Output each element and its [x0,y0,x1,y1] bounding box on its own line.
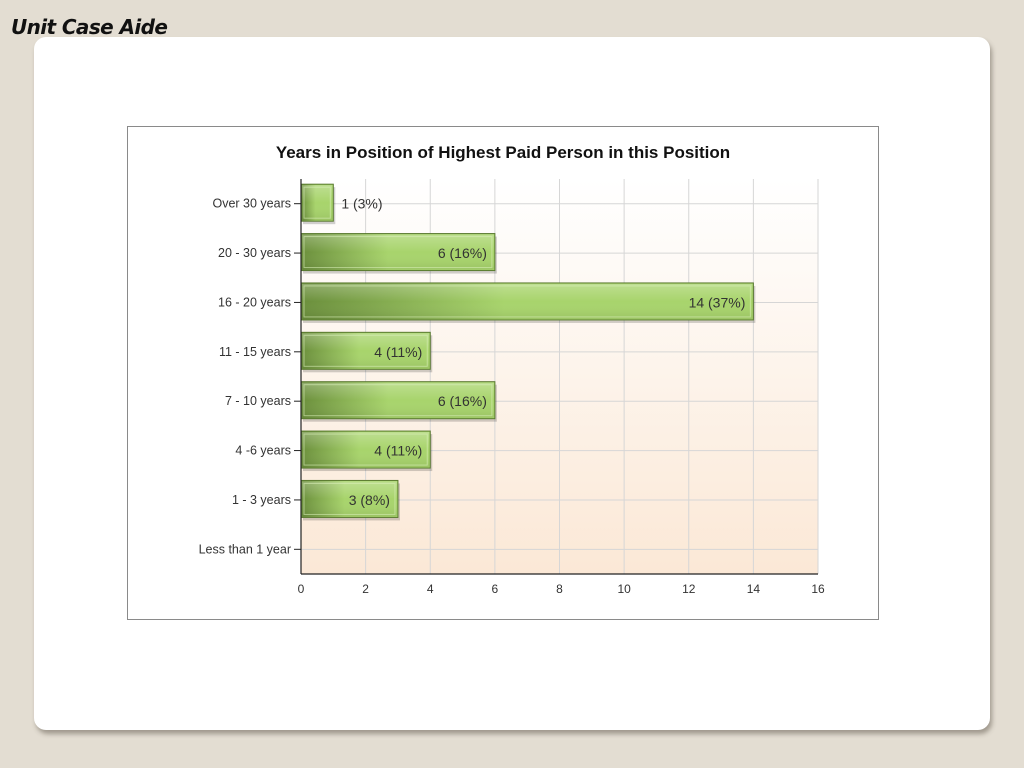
bar-highlight [303,285,751,318]
category-label: 11 - 15 years [219,345,291,359]
bar-highlight [303,433,428,466]
data-label: 4 (11%) [374,344,422,360]
category-label: 20 - 30 years [218,246,291,260]
bar-sheen [302,432,430,468]
bar-highlight [303,482,396,515]
data-label: 6 (16%) [438,245,487,261]
data-label: 4 (11%) [374,443,422,459]
chart-frame: Years in Position of Highest Paid Person… [127,126,879,620]
data-label: 6 (16%) [438,393,487,409]
category-label: 4 -6 years [235,444,291,458]
x-tick-label: 4 [427,582,434,596]
data-label: 3 (8%) [349,492,390,508]
x-tick-label: 10 [617,582,631,596]
bar-sheen [302,283,753,319]
slide-title: Unit Case Aide [11,15,168,39]
x-tick-label: 6 [492,582,499,596]
category-label: Less than 1 year [199,542,291,556]
bar-highlight [303,186,331,219]
x-tick-label: 14 [747,582,761,596]
chart-title: Years in Position of Highest Paid Person… [276,143,730,162]
bar-highlight [303,236,493,269]
bar-sheen [302,333,430,369]
category-label: 16 - 20 years [218,295,291,309]
category-label: 7 - 10 years [225,394,291,408]
category-label: 1 - 3 years [232,493,291,507]
category-label: Over 30 years [212,197,291,211]
x-tick-label: 2 [362,582,369,596]
bar-highlight [303,334,428,367]
bar-sheen [302,234,494,270]
x-tick-label: 8 [556,582,563,596]
x-tick-label: 0 [298,582,305,596]
bar-sheen [302,481,397,517]
data-label: 14 (37%) [689,294,746,310]
bar-chart: Years in Position of Highest Paid Person… [199,143,825,596]
bar-sheen [302,382,494,418]
x-tick-label: 16 [811,582,825,596]
data-label: 1 (3%) [341,196,382,212]
bar-highlight [303,384,493,417]
bar-sheen [302,185,333,221]
x-tick-label: 12 [682,582,696,596]
